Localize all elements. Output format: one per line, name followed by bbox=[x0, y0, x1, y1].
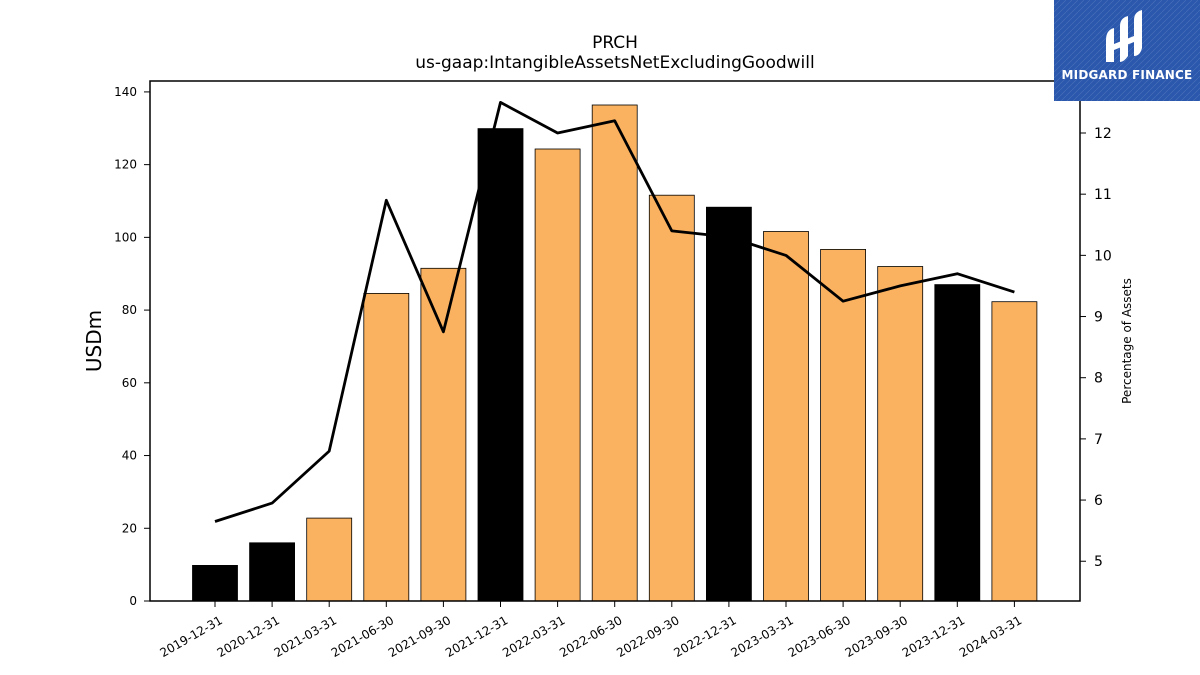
x-tick-label: 2022-06-30 bbox=[557, 613, 624, 660]
bar bbox=[192, 565, 238, 602]
chart-title: PRCH bbox=[592, 33, 638, 53]
bar bbox=[363, 292, 410, 602]
y-tick-label: 40 bbox=[122, 449, 137, 463]
bar bbox=[706, 206, 752, 602]
x-tick-label: 2021-12-31 bbox=[443, 613, 510, 660]
bar bbox=[763, 231, 809, 602]
bar bbox=[306, 517, 353, 602]
y-axis-label: USDm bbox=[82, 310, 106, 372]
y-tick-label: 0 bbox=[129, 594, 137, 608]
x-tick-label: 2023-12-31 bbox=[900, 613, 967, 660]
bar bbox=[477, 128, 524, 602]
bar bbox=[991, 301, 1038, 602]
y2-axis-label: Percentage of Assets bbox=[1120, 278, 1134, 404]
x-tick-label: 2020-12-31 bbox=[215, 613, 282, 660]
x-tick-label: 2023-09-30 bbox=[843, 613, 910, 660]
y2-tick-label: 10 bbox=[1094, 248, 1112, 264]
y-tick-label: 20 bbox=[122, 521, 137, 535]
y2-tick-label: 7 bbox=[1094, 432, 1103, 448]
x-tick-label: 2021-06-30 bbox=[329, 613, 396, 660]
y-tick-label: 60 bbox=[122, 376, 137, 390]
logo-mark-icon bbox=[1054, 0, 1200, 101]
y-tick-label: 80 bbox=[122, 303, 137, 317]
x-tick-label: 2021-09-30 bbox=[386, 613, 453, 660]
x-tick-label: 2024-03-31 bbox=[957, 613, 1024, 660]
bar bbox=[591, 104, 638, 602]
bar bbox=[420, 267, 467, 602]
bar bbox=[820, 248, 866, 602]
bar bbox=[877, 266, 924, 602]
chart-subtitle: us-gaap:IntangibleAssetsNetExcludingGood… bbox=[415, 53, 814, 73]
x-tick-label: 2021-03-31 bbox=[272, 613, 339, 660]
y-tick-label: 140 bbox=[114, 85, 137, 99]
y2-tick-label: 9 bbox=[1094, 310, 1103, 326]
x-tick-label: 2022-03-31 bbox=[500, 613, 567, 660]
y2-tick-label: 11 bbox=[1094, 187, 1112, 203]
x-tick-label: 2022-09-30 bbox=[614, 613, 681, 660]
bar bbox=[934, 284, 981, 602]
y2-tick-label: 8 bbox=[1094, 371, 1103, 387]
y-tick-label: 100 bbox=[114, 230, 137, 244]
bar bbox=[534, 148, 581, 602]
x-tick-label: 2019-12-31 bbox=[157, 613, 224, 660]
logo-text: MIDGARD FINANCE bbox=[1061, 68, 1193, 82]
x-tick-label: 2023-03-31 bbox=[728, 613, 795, 660]
x-tick-label: 2023-06-30 bbox=[786, 613, 853, 660]
y2-tick-label: 5 bbox=[1094, 554, 1103, 570]
series-line bbox=[214, 101, 1015, 523]
x-tick-label: 2022-12-31 bbox=[671, 613, 738, 660]
logo: MIDGARD FINANCE bbox=[1054, 0, 1200, 101]
y2-tick-label: 12 bbox=[1094, 126, 1112, 142]
y2-tick-label: 6 bbox=[1094, 493, 1103, 509]
y-tick-label: 120 bbox=[114, 158, 137, 172]
bar bbox=[249, 542, 296, 602]
bar bbox=[648, 194, 695, 602]
